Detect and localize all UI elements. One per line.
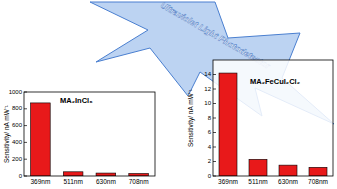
y-tick-label: 0 (208, 173, 212, 179)
y-tick-label: 10 (204, 100, 211, 106)
y-tick (24, 108, 27, 109)
x-tick-label: 630nm (96, 178, 116, 185)
bar (279, 165, 297, 176)
bar (63, 172, 83, 176)
y-tick-label: 12 (204, 86, 211, 92)
bars (219, 73, 327, 176)
bar (249, 159, 267, 176)
y-tick-label: 1000 (9, 89, 23, 95)
y-tick (24, 176, 27, 177)
y-tick (24, 125, 27, 126)
y-tick-label: 2 (208, 158, 212, 164)
chart-title: MA₂InCl₆ (60, 96, 93, 105)
chart: 0 2 4 6 8 10 12 14 369nm 511nm 630nm 708nm Sensitivi… (187, 60, 333, 185)
bar (309, 167, 327, 176)
frame (213, 60, 333, 176)
bar (96, 173, 116, 176)
y-tick-label: 14 (204, 71, 211, 77)
plot-background (213, 60, 333, 176)
y-tick (213, 118, 216, 119)
plot-background (24, 92, 155, 176)
y-tick-label: 600 (12, 122, 23, 128)
y-tick (213, 147, 216, 148)
y-tick (213, 74, 216, 75)
y-axis-label: Sensitivity/ nA mW⁻¹ (187, 88, 195, 147)
y-tick (24, 142, 27, 143)
bar (31, 103, 51, 176)
y-tick-label: 800 (12, 105, 23, 111)
y-tick-label: 0 (19, 173, 23, 179)
y-tick-label: 200 (12, 156, 23, 162)
bar (219, 73, 237, 176)
y-tick (213, 103, 216, 104)
x-tick-label: 511nm (248, 178, 267, 185)
x-tick-label: 369nm (30, 178, 50, 185)
x-tick-label: 708nm (308, 178, 328, 185)
y-tick-label: 8 (208, 115, 212, 121)
y-tick-label: 4 (208, 144, 212, 150)
y-tick (24, 92, 27, 93)
y-tick (213, 161, 216, 162)
x-tick-label: 511nm (63, 178, 82, 185)
x-tick-label: 369nm (218, 178, 238, 185)
y-tick (24, 159, 27, 160)
y-tick (213, 132, 216, 133)
y-tick (213, 89, 216, 90)
canvas: Ultraviolet Light Photodetector020040060… (0, 0, 337, 189)
frame (24, 92, 155, 176)
y-tick-label: 400 (12, 139, 23, 145)
y-axis-label: Sensitivity/ nA mW⁻¹ (3, 104, 11, 163)
bars (31, 103, 149, 176)
y-tick (213, 176, 216, 177)
x-tick-label: 630nm (278, 178, 298, 185)
y-tick-label: 6 (208, 129, 212, 135)
chart-title: MA₂FeCuI₂Cl₂ (250, 77, 300, 86)
x-tick-label: 708nm (129, 178, 149, 185)
chart: 0 200 400 600 800 1000 369nm 511nm 630nm 708nm Sen… (3, 89, 155, 185)
